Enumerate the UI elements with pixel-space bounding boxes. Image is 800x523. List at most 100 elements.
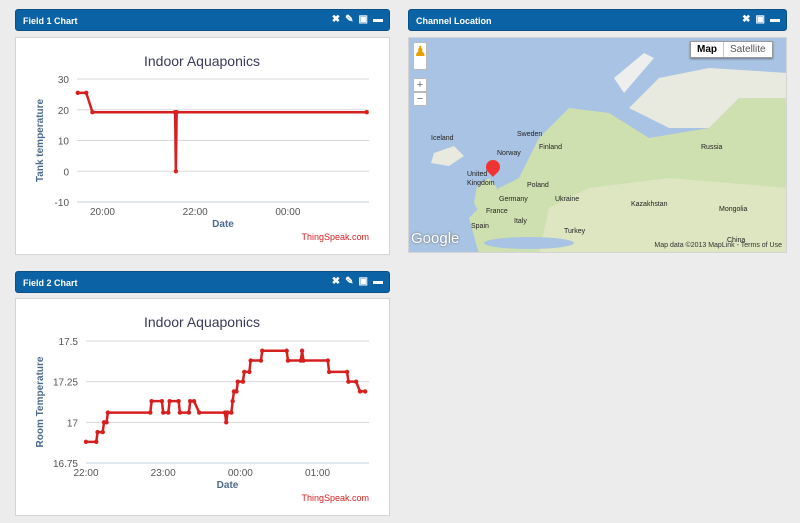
y-tick-label: 17.25 [53,378,78,389]
series-line [77,91,367,172]
y-tick-label: -10 [55,198,70,209]
comment-icon[interactable]: ▣ [358,276,368,287]
map-labels: Iceland Finland Sweden Norway United Kin… [409,38,786,252]
data-point [299,348,305,353]
data-point [258,358,264,363]
zoom-out-button[interactable]: − [413,92,427,106]
map-label: France [486,208,508,215]
data-point [176,398,181,404]
y-axis-label: Tank temperature [35,98,46,182]
minimize-icon[interactable]: ▬ [770,14,780,25]
map-label: Norway [497,150,521,157]
x-axis-label: Date [212,219,234,230]
data-point [357,389,363,394]
data-point [187,398,193,404]
x-tick-label: 00:00 [228,468,253,479]
map-attribution[interactable]: Map data ©2013 MapLink - Terms of Use [654,242,782,249]
field1-chart: Indoor Aquaponics 30 20 10 0 -10 20:00 22:00 00:… [35,53,369,242]
pegman-icon[interactable]: ♟ [413,42,427,70]
data-point [362,389,368,394]
map-label: Russia [701,144,723,151]
map-view[interactable]: Iceland Finland Sweden Norway United Kin… [408,37,787,253]
map-type-satellite-button[interactable]: Satellite [723,42,772,57]
x-tick-label: 22:00 [73,468,98,479]
y-tick-label: 16.75 [53,459,78,470]
data-point [83,439,89,445]
data-point [166,410,171,415]
map-label: Spain [471,223,489,230]
map-label: China [727,237,746,244]
map-label: Germany [499,196,528,203]
x-tick-label: 00:00 [275,207,300,218]
data-point [284,348,289,353]
edit-icon[interactable]: ✎ [345,14,354,25]
data-point [100,429,105,435]
data-point [104,420,109,425]
x-tick-label: 01:00 [305,468,330,479]
data-point [344,369,350,375]
map-label: United Kingdom [467,171,495,187]
zoom-in-button[interactable]: + [413,78,427,92]
field2-chart-panel: Indoor Aquaponics 17.5 17.25 17 16.75 22:00 23… [15,298,390,516]
data-point [174,110,179,115]
data-point [225,410,230,415]
map-label: Finland [539,144,562,151]
data-point [285,358,291,363]
map-label: Iceland [431,135,454,142]
data-point [84,90,89,96]
minimize-icon[interactable]: ▬ [373,276,383,287]
data-point [260,348,265,353]
data-point [240,379,246,384]
x-tick-label: 22:00 [183,207,208,218]
edit-icon[interactable]: ✎ [345,276,354,287]
field2-header: Field 2 Chart ✖ ✎ ▣ ▬ [15,271,390,293]
data-point [173,169,179,174]
map-label: Mongolia [719,206,748,213]
thingspeak-credit: ThingSpeak.com [301,493,369,503]
comment-icon[interactable]: ▣ [755,14,765,25]
data-point [177,410,183,415]
map-header: Channel Location ✖ ▣ ▬ [408,9,787,31]
data-point [364,110,369,115]
data-point [75,90,80,96]
series-line [86,349,366,444]
map-type-control: Map Satellite [690,41,773,58]
data-point [94,439,99,445]
chart-title: Indoor Aquaponics [144,53,260,69]
data-point [346,379,351,384]
y-axis-label: Room Temperature [35,356,46,447]
map-label: Sweden [517,131,543,138]
data-point [160,410,166,415]
map-canvas [431,53,786,252]
y-tick-label: 17.5 [59,337,79,348]
data-point [234,389,239,394]
map-label: Italy [514,218,527,225]
x-tick-label: 20:00 [90,207,115,218]
chart-title: Indoor Aquaponics [144,314,260,330]
comment-icon[interactable]: ▣ [358,14,368,25]
data-point [353,379,359,384]
minimize-icon[interactable]: ▬ [373,14,383,25]
close-icon[interactable]: ✖ [331,14,341,25]
y-tick-label: 17 [67,418,79,429]
data-point [235,379,240,384]
y-tick-label: 20 [58,106,70,117]
data-point [247,369,252,375]
x-tick-label: 23:00 [151,468,176,479]
data-point [90,110,95,115]
map-title: Channel Location [416,16,492,26]
field1-title: Field 1 Chart [23,16,78,26]
close-icon[interactable]: ✖ [742,14,751,25]
close-icon[interactable]: ✖ [331,276,341,287]
y-tick-label: 10 [58,137,70,148]
data-point [148,410,153,415]
data-point [230,398,235,404]
data-point [224,420,229,425]
map-label: Poland [527,182,549,189]
y-tick-label: 0 [63,167,69,178]
field2-title: Field 2 Chart [23,278,78,288]
map-type-map-button[interactable]: Map [697,44,717,55]
data-point [326,369,332,375]
data-point [325,358,331,363]
